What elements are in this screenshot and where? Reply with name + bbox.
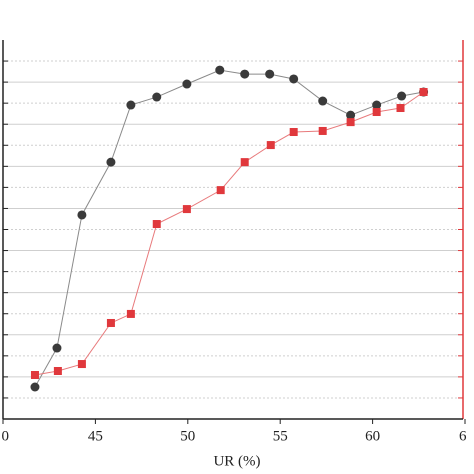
x-axis-title: UR (%) — [213, 453, 260, 469]
point — [182, 79, 192, 89]
point — [52, 343, 62, 353]
point — [106, 318, 115, 327]
point — [419, 88, 428, 97]
x-tick-label: 0 — [2, 428, 10, 444]
series-line — [34, 69, 424, 388]
point — [77, 360, 86, 369]
point — [53, 366, 62, 375]
point — [77, 210, 87, 220]
x-tick-label: 55 — [273, 428, 288, 444]
point — [126, 100, 136, 110]
point — [30, 382, 40, 392]
point — [152, 92, 162, 102]
point — [396, 104, 405, 113]
point — [372, 100, 382, 110]
x-tick-label: 45 — [88, 428, 103, 444]
point — [397, 91, 407, 101]
point — [240, 69, 250, 79]
x-tick-label: 60 — [365, 428, 380, 444]
point — [215, 65, 225, 75]
point — [289, 74, 299, 84]
point — [126, 309, 135, 318]
point — [289, 128, 298, 137]
point — [182, 205, 191, 214]
point — [318, 96, 328, 106]
point — [346, 118, 355, 127]
point — [216, 186, 225, 195]
point — [106, 157, 116, 167]
point — [240, 158, 249, 167]
point — [372, 108, 381, 117]
point — [265, 69, 275, 79]
x-tick-label: 6 — [459, 428, 467, 444]
point — [266, 141, 275, 150]
point — [30, 370, 39, 379]
x-tick-label: 50 — [180, 428, 195, 444]
point — [318, 126, 327, 135]
point — [346, 110, 356, 120]
series-line — [34, 91, 424, 376]
point — [152, 220, 161, 229]
